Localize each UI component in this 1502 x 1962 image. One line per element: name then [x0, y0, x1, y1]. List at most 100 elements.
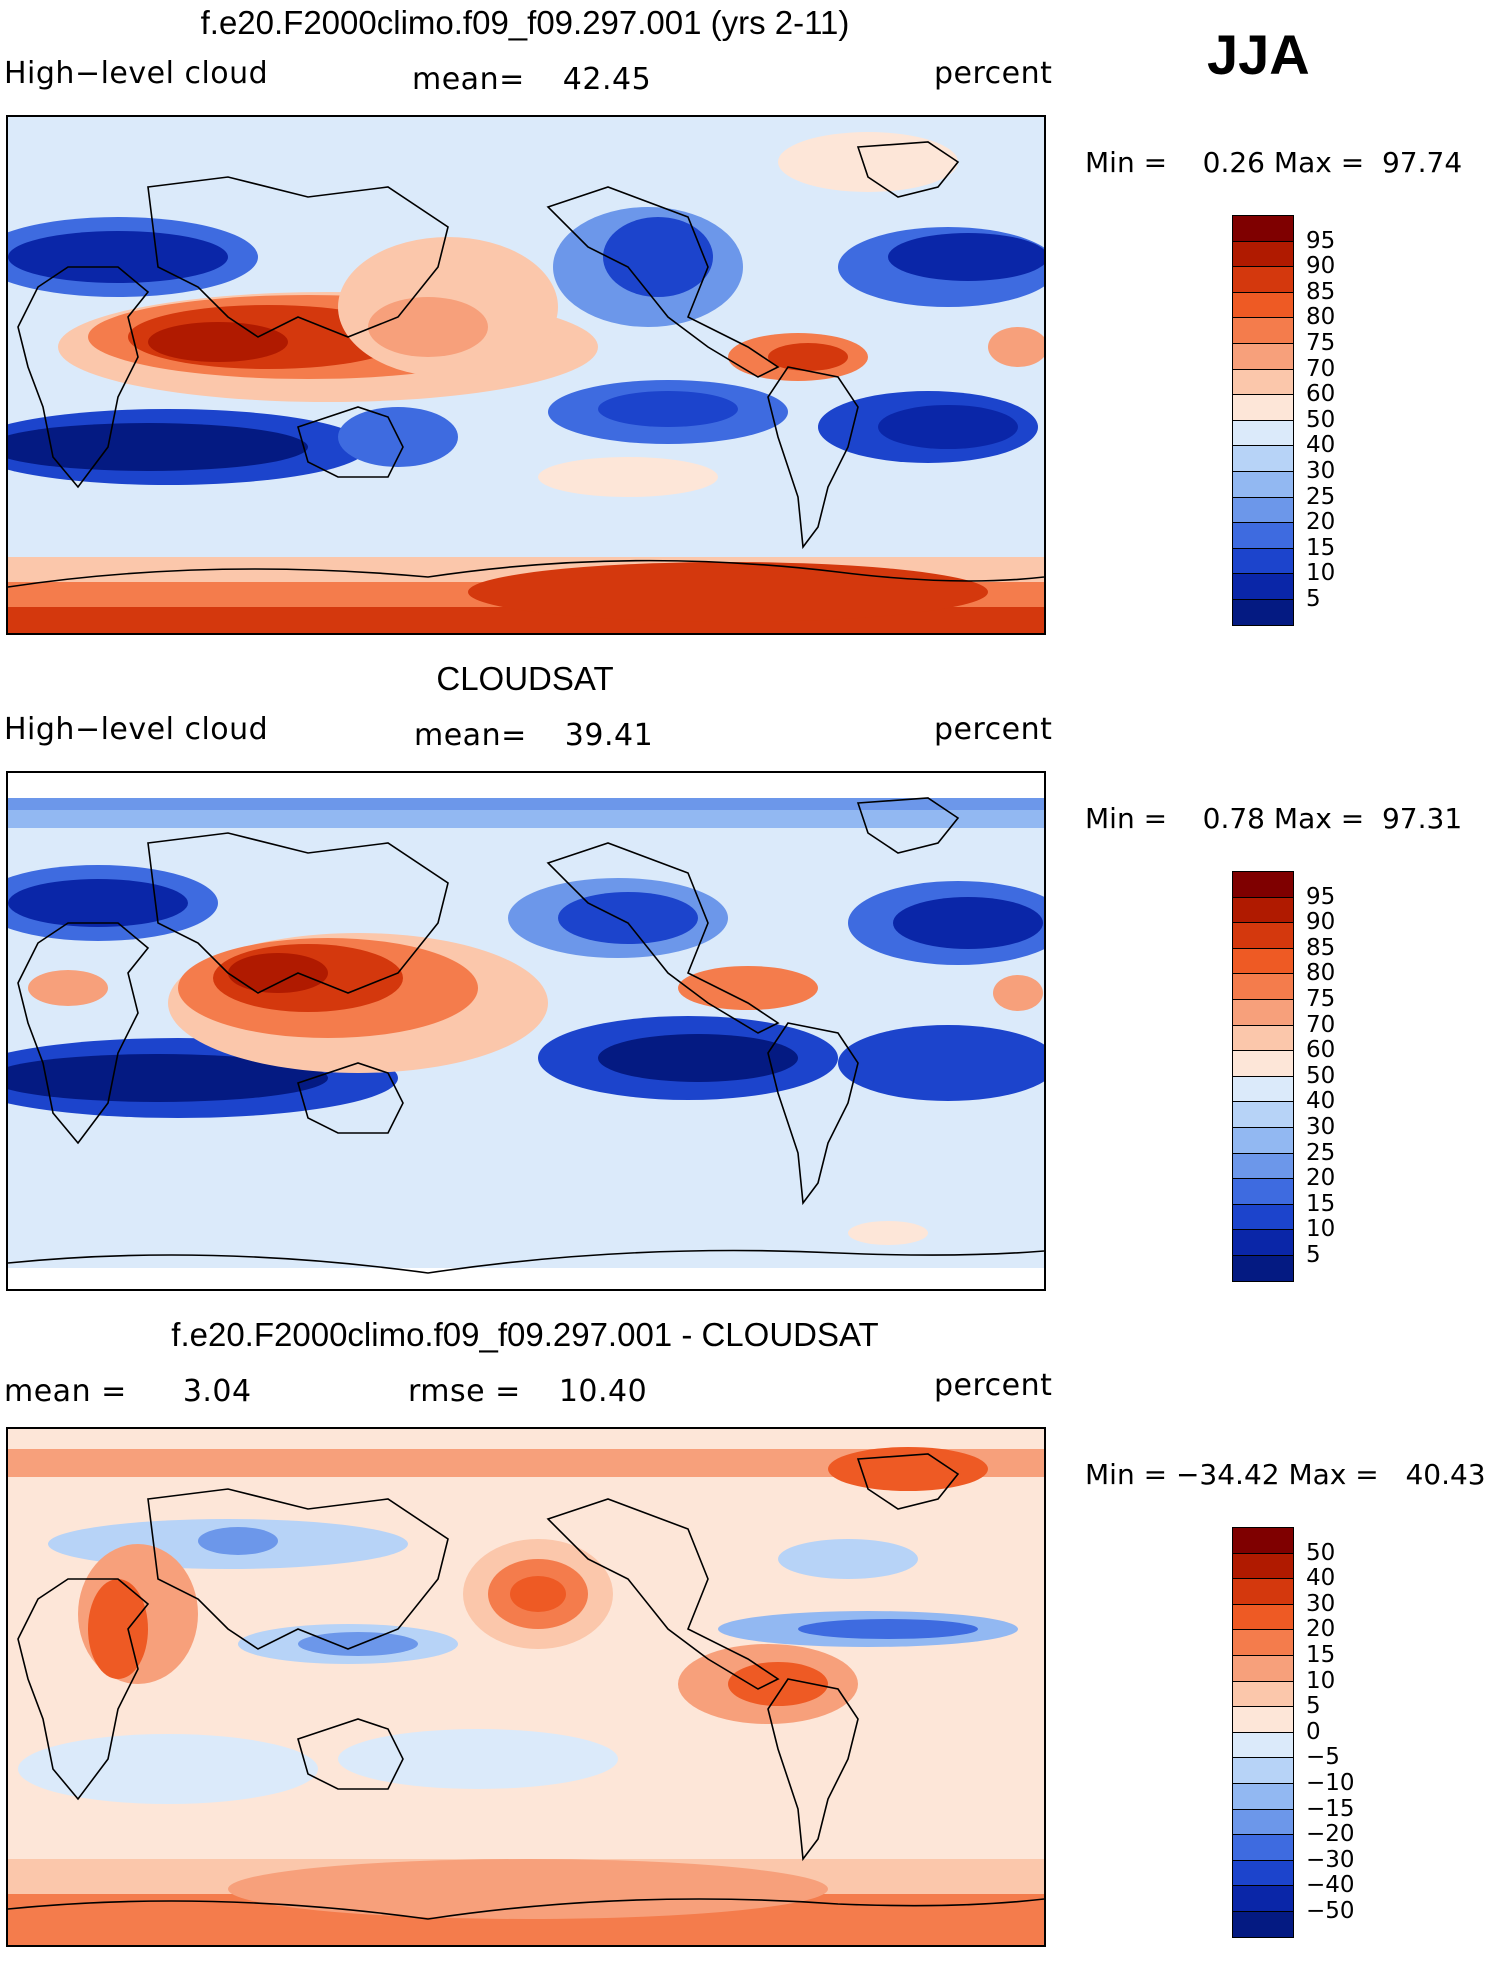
colorbar-swatch	[1232, 419, 1294, 446]
colorbar-swatch	[1232, 1680, 1294, 1707]
max-label: Max =	[1273, 146, 1365, 179]
colorbar-tick-label: 20	[1306, 509, 1336, 536]
max-value: 40.43	[1405, 1458, 1486, 1491]
colorbar-tick-label: 0	[1306, 1718, 1321, 1745]
colorbar-swatch	[1232, 598, 1294, 626]
colorbar-tick-label: 70	[1306, 1011, 1336, 1038]
colorbar-tick-label: 50	[1306, 1062, 1336, 1089]
variable-label: High−level cloud	[4, 56, 269, 91]
max-label: Max =	[1273, 802, 1365, 835]
mean-value: 39.41	[564, 718, 654, 753]
panel-difference: f.e20.F2000climo.f09_f09.297.001 - CLOUD…	[0, 1312, 1502, 1962]
colorbar-tick-label: 20	[1306, 1165, 1336, 1192]
colorbar-tick-label: −15	[1306, 1795, 1355, 1822]
colorbar-swatch	[1232, 1808, 1294, 1835]
colorbar-tick-label: 40	[1306, 1088, 1336, 1115]
colorbar-tick-label: 5	[1306, 1693, 1321, 1720]
colorbar-swatch	[1232, 1254, 1294, 1282]
map-model	[6, 115, 1046, 635]
colorbar-swatch	[1232, 1731, 1294, 1758]
rmse-value: 10.40	[558, 1374, 648, 1409]
colorbar-tick-label: 85	[1306, 278, 1336, 305]
colorbar-tick-label: 15	[1306, 534, 1336, 561]
colorbar-swatch	[1232, 1552, 1294, 1579]
colorbar-tick-label: 30	[1306, 1114, 1336, 1140]
colorbar-swatch	[1232, 394, 1294, 420]
colorbar-swatch	[1232, 317, 1294, 343]
map-difference	[6, 1427, 1046, 1947]
colorbar-swatch	[1232, 240, 1294, 267]
season-label: JJA	[1207, 23, 1310, 86]
min-value: −34.42	[1175, 1458, 1280, 1491]
colorbar-swatch	[1232, 1075, 1294, 1102]
colorbar-swatch	[1232, 1178, 1294, 1204]
colorbar-swatch	[1232, 1706, 1294, 1732]
colorbar-tick-label: 30	[1306, 458, 1336, 484]
colorbar-tick-label: 95	[1306, 883, 1336, 910]
colorbar-tick-label: 85	[1306, 934, 1336, 961]
colorbar-swatch	[1232, 1782, 1294, 1809]
colorbar-tick-label: 70	[1306, 355, 1336, 382]
colorbar-tick-label: 80	[1306, 960, 1336, 987]
mean-label: mean=	[414, 718, 527, 753]
mean-label: mean=	[412, 62, 525, 97]
units-label: percent	[934, 712, 1053, 747]
panel-title: f.e20.F2000climo.f09_f09.297.001 - CLOUD…	[171, 1316, 879, 1353]
units-label: percent	[934, 1368, 1053, 1403]
colorbar-tick-label: 60	[1306, 1037, 1336, 1064]
units-label: percent	[934, 56, 1053, 91]
colorbar-tick-label: 50	[1306, 1539, 1336, 1566]
colorbar-tick-label: 50	[1306, 406, 1336, 433]
colorbar-tick-label: 10	[1306, 560, 1336, 587]
colorbar-tick-label: 5	[1306, 586, 1321, 612]
min-label: Min =	[1085, 802, 1168, 835]
colorbar-tick-label: −20	[1306, 1821, 1355, 1848]
colorbar-swatch	[1232, 547, 1294, 574]
panel-model: f.e20.F2000climo.f09_f09.297.001 (yrs 2-…	[0, 0, 1502, 650]
colorbar-tick-label: 10	[1306, 1667, 1336, 1694]
colorbar-swatch	[1232, 445, 1294, 471]
min-value: 0.26	[1202, 146, 1265, 179]
colorbar-tick-label: 40	[1306, 1565, 1336, 1592]
mean-label: mean =	[4, 1374, 127, 1409]
colorbar-swatch	[1232, 1654, 1294, 1681]
min-value: 0.78	[1202, 802, 1265, 835]
colorbar-swatch	[1232, 973, 1294, 999]
map-field	[8, 117, 1044, 633]
colorbar-swatch	[1232, 1757, 1294, 1783]
colorbar-swatch	[1232, 1527, 1294, 1553]
colorbar-swatch	[1232, 1603, 1294, 1630]
colorbar-swatch	[1232, 522, 1294, 548]
mean-value: 3.04	[182, 1374, 252, 1409]
colorbar-tick-label: 20	[1306, 1616, 1336, 1643]
max-value: 97.31	[1381, 802, 1463, 835]
colorbar-tick-label: 25	[1306, 1139, 1336, 1166]
colorbar-swatch	[1232, 1229, 1294, 1255]
colorbar-tick-label: 95	[1306, 227, 1336, 254]
colorbar-swatch	[1232, 1578, 1294, 1604]
colorbar	[1232, 215, 1294, 626]
colorbar-tick-label: −40	[1306, 1872, 1355, 1899]
colorbar-swatch	[1232, 496, 1294, 523]
colorbar-swatch	[1232, 998, 1294, 1025]
colorbar-swatch	[1232, 470, 1294, 497]
colorbar-swatch	[1232, 896, 1294, 923]
min-max-readout: Min = 0.78 Max = 97.31	[1085, 802, 1462, 835]
map-field	[8, 773, 1044, 1289]
colorbar-tick-label: 5	[1306, 1242, 1321, 1268]
colorbar-swatch	[1232, 1024, 1294, 1051]
panel-title: f.e20.F2000climo.f09_f09.297.001 (yrs 2-…	[200, 4, 850, 41]
rmse-label: rmse =	[408, 1374, 521, 1409]
colorbar-swatch	[1232, 1050, 1294, 1076]
colorbar-tick-label: −30	[1306, 1846, 1355, 1873]
colorbar-swatch	[1232, 1859, 1294, 1886]
colorbar-tick-label: −50	[1306, 1898, 1355, 1924]
colorbar-swatch	[1232, 1885, 1294, 1911]
max-label: Max =	[1288, 1458, 1379, 1491]
max-value: 97.74	[1381, 146, 1463, 179]
colorbar-swatch	[1232, 1834, 1294, 1860]
colorbar-swatch	[1232, 1126, 1294, 1153]
colorbar-swatch	[1232, 215, 1294, 241]
colorbar-tick-label: 30	[1306, 1590, 1336, 1617]
min-max-readout: Min = 0.26 Max = 97.74	[1085, 146, 1462, 179]
